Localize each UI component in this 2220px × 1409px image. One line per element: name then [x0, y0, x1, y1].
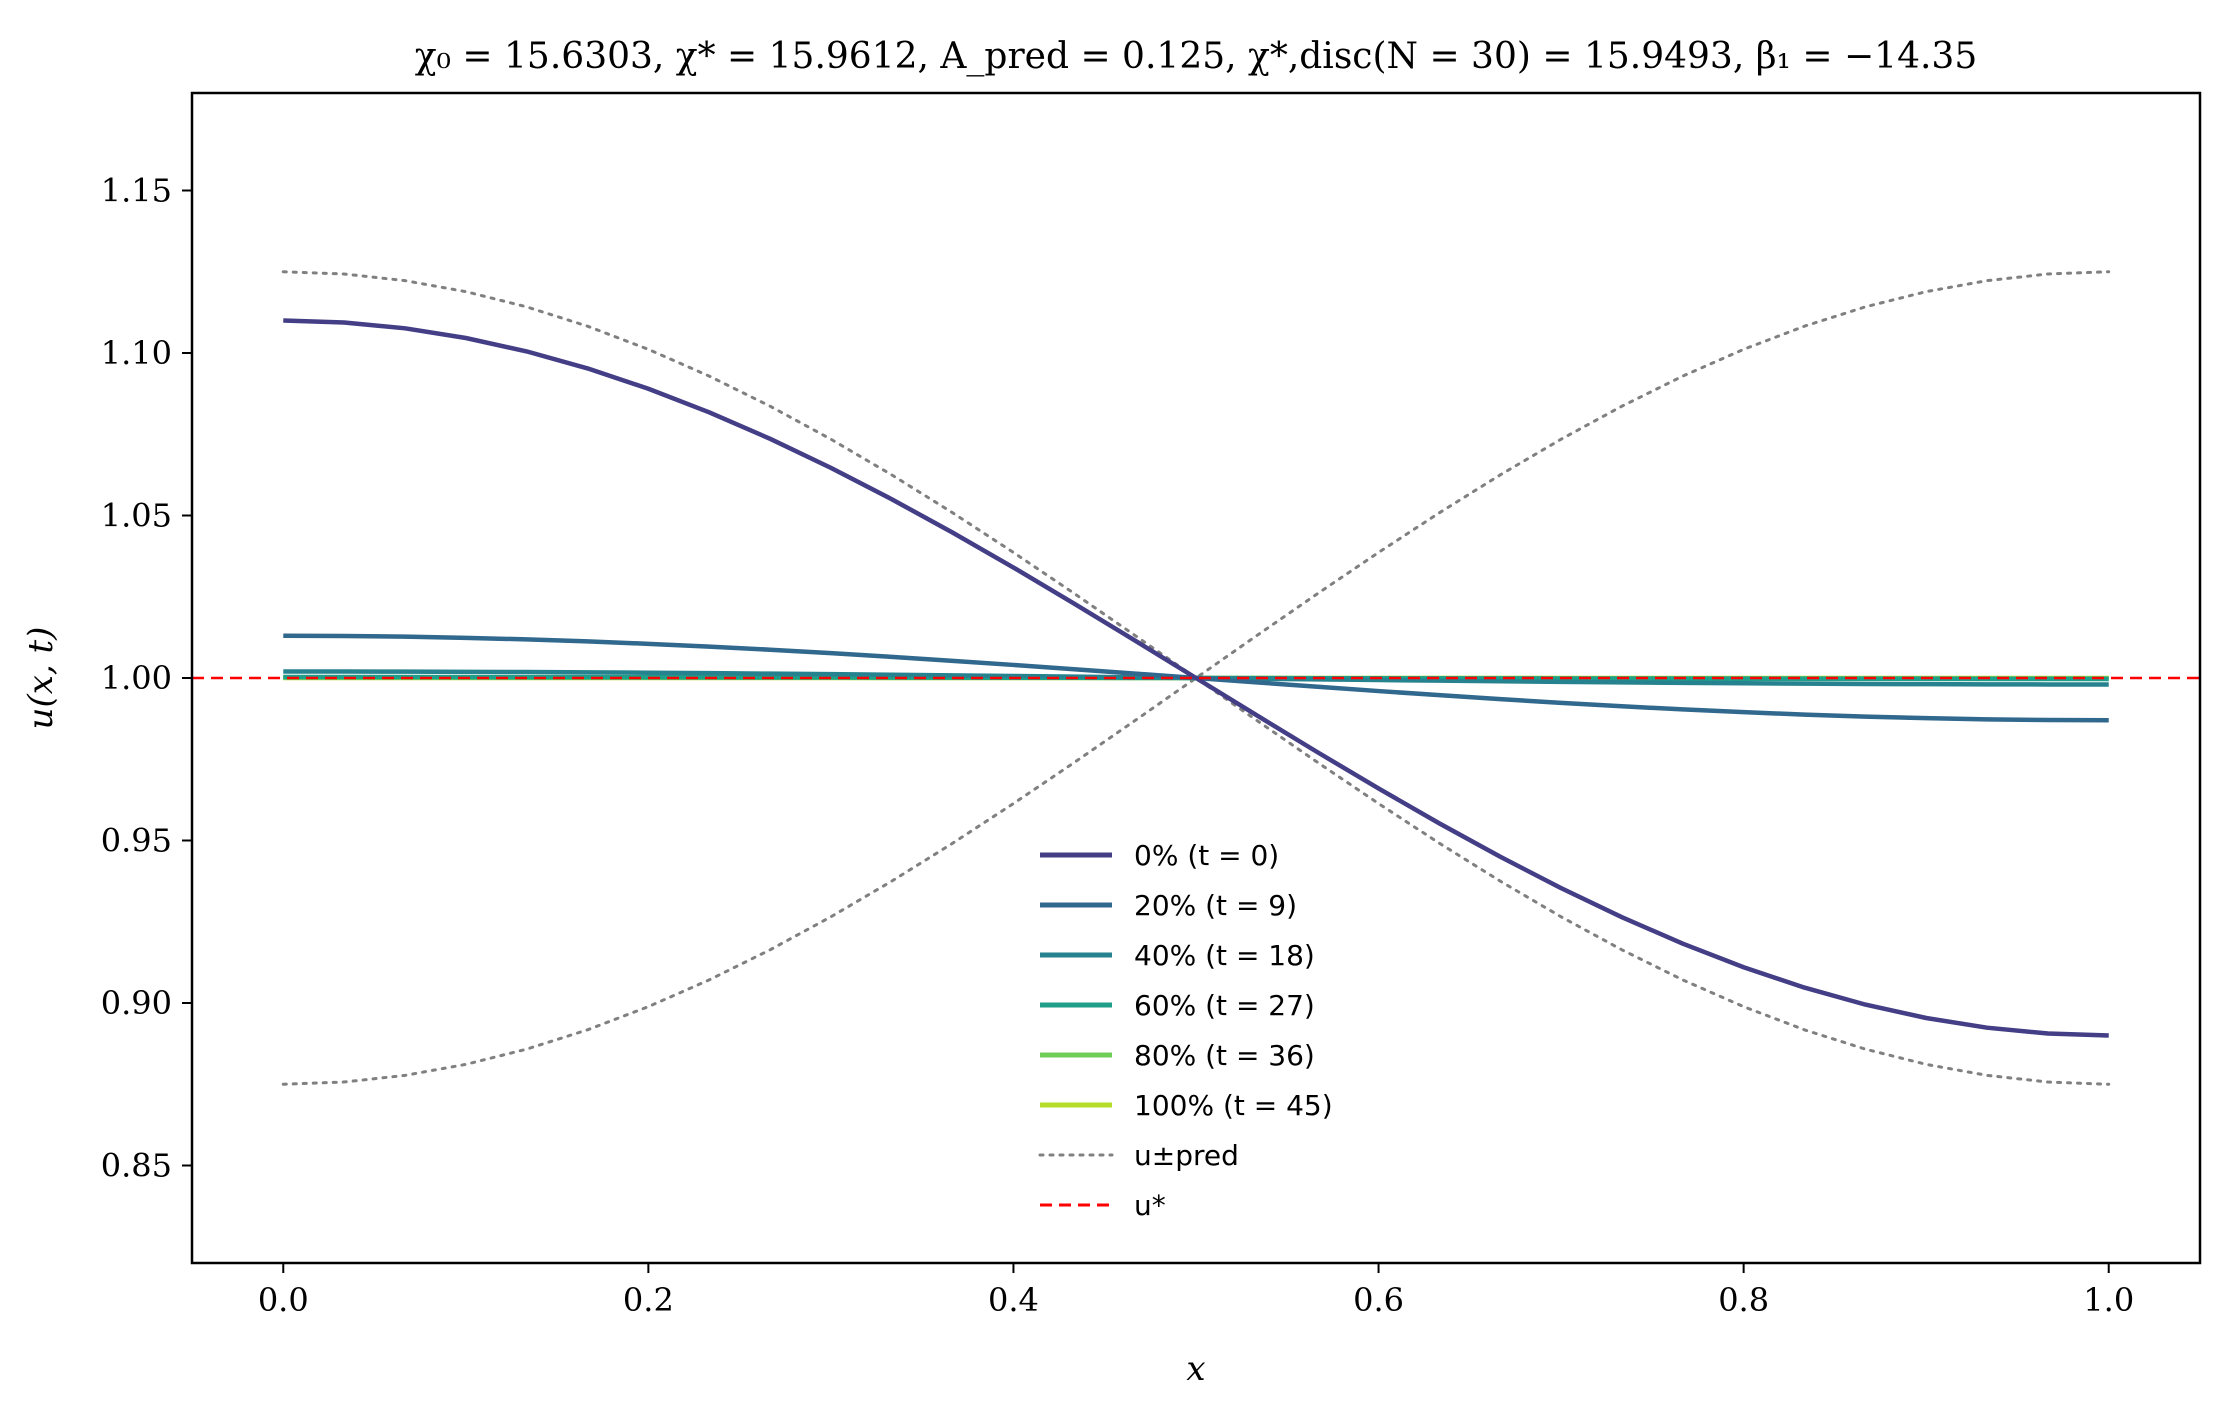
- legend-item: 100% (t = 45): [1040, 1089, 1333, 1122]
- x-axis-ticks: 0.0 0.2 0.4 0.6 0.8 1.0: [258, 1263, 2134, 1319]
- y-tick-label: 1.10: [101, 334, 172, 372]
- x-axis-label: x: [1186, 1349, 1205, 1389]
- series-line-0-t-0: [283, 318, 2109, 1038]
- legend-label: 60% (t = 27): [1134, 989, 1315, 1022]
- x-tick-label: 0.2: [623, 1281, 674, 1319]
- legend-label: 20% (t = 9): [1134, 889, 1297, 922]
- y-tick-label: 1.00: [101, 659, 172, 697]
- x-tick-label: 0.6: [1353, 1281, 1404, 1319]
- legend-label: 0% (t = 0): [1134, 839, 1279, 872]
- legend-label: u*: [1134, 1189, 1166, 1222]
- y-tick-label: 0.95: [101, 822, 172, 860]
- y-tick-label: 0.85: [101, 1147, 172, 1185]
- legend-label: 80% (t = 36): [1134, 1039, 1315, 1072]
- chart-title: χ₀ = 15.6303, χ* = 15.9612, A_pred = 0.1…: [415, 36, 1978, 77]
- x-tick-label: 1.0: [2083, 1281, 2134, 1319]
- legend: 0% (t = 0) 20% (t = 9) 40% (t = 18) 60% (t …: [1038, 839, 1333, 1222]
- y-axis-label: u(x, t): [21, 627, 61, 730]
- legend-item: 20% (t = 9): [1040, 889, 1297, 922]
- y-tick-label: 1.05: [101, 497, 172, 535]
- y-tick-label: 0.90: [101, 984, 172, 1022]
- x-tick-label: 0.8: [1718, 1281, 1769, 1319]
- x-tick-label: 0.0: [258, 1281, 309, 1319]
- legend-item: 60% (t = 27): [1040, 989, 1315, 1022]
- y-axis-ticks: 0.85 0.90 0.95 1.00 1.05 1.10 1.15: [101, 172, 192, 1185]
- series-line-prediction-plus: [281, 270, 2111, 1086]
- plot-content: [192, 270, 2200, 1086]
- legend-item: 0% (t = 0): [1040, 839, 1279, 872]
- series-line-prediction-minus: [281, 270, 2111, 1086]
- x-tick-label: 0.4: [988, 1281, 1039, 1319]
- y-tick-label: 1.15: [101, 172, 172, 210]
- legend-label: 100% (t = 45): [1134, 1089, 1333, 1122]
- legend-label: u±pred: [1134, 1139, 1239, 1172]
- chart-title-text: χ₀ = 15.6303, χ* = 15.9612, A_pred = 0.1…: [415, 36, 1978, 77]
- legend-item: u*: [1040, 1189, 1166, 1222]
- legend-item: u±pred: [1038, 1139, 1239, 1172]
- legend-item: 80% (t = 36): [1040, 1039, 1315, 1072]
- legend-label: 40% (t = 18): [1134, 939, 1315, 972]
- legend-item: 40% (t = 18): [1040, 939, 1315, 972]
